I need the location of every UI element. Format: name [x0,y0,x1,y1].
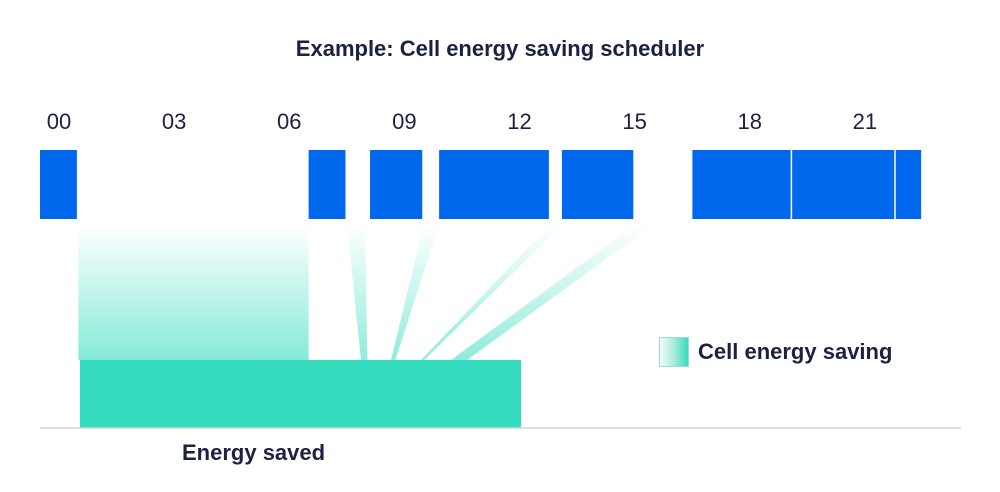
hour-tick-label: 18 [738,109,762,134]
active-period-block [561,150,634,219]
energy-saving-stream [421,225,562,360]
legend: Cell energy saving [659,337,892,367]
energy-saved-bar [80,360,521,428]
active-period-block [370,150,423,219]
energy-saving-stream [451,225,653,360]
hour-tick-label: 00 [47,109,71,134]
energy-saved-label: Energy saved [182,440,326,465]
energy-saving-stream [78,225,309,360]
energy-saving-stream [391,225,440,360]
hour-tick-label: 15 [622,109,646,134]
active-period-block [692,150,791,219]
hour-tick-label: 12 [507,109,531,134]
active-period-block [439,150,549,219]
hour-tick-label: 03 [162,109,186,134]
active-period-block [792,150,895,219]
active-period-block [40,150,77,219]
diagram-title: Example: Cell energy saving scheduler [295,36,705,61]
hour-tick-label: 06 [277,109,301,134]
hour-tick-label: 21 [853,109,877,134]
active-period-block [308,150,346,219]
energy-saving-stream [347,225,368,360]
hour-tick-label: 09 [392,109,416,134]
active-period-block [895,150,922,219]
legend-label: Cell energy saving [698,339,893,364]
legend-swatch [659,337,689,367]
